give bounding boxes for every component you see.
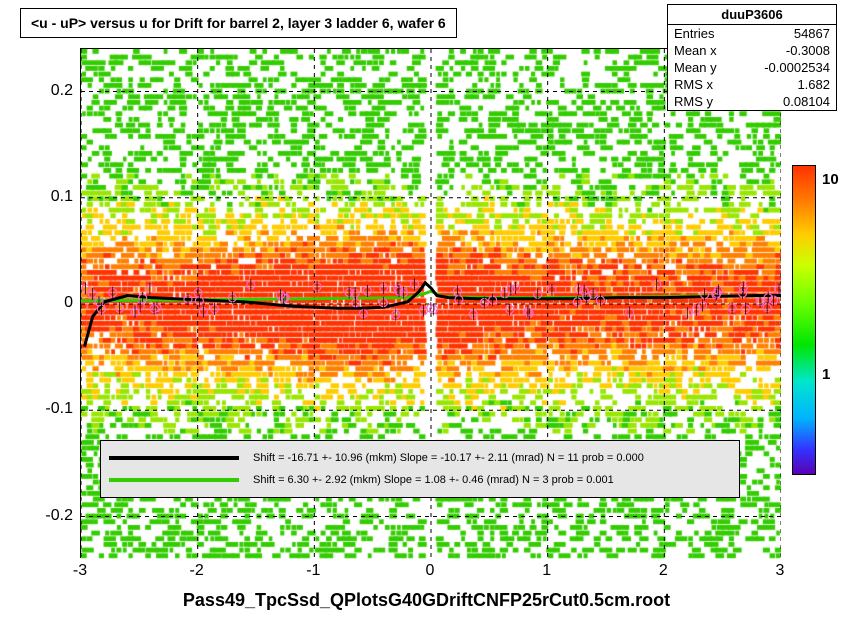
colorbar-tick-label: 1: [822, 366, 830, 383]
legend-swatch: [109, 456, 239, 460]
legend-row: Shift = 6.30 +- 2.92 (mkm) Slope = 1.08 …: [109, 469, 731, 491]
legend-text: Shift = -16.71 +- 10.96 (mkm) Slope = -1…: [253, 452, 644, 464]
stat-row: RMS y0.08104: [668, 93, 836, 110]
y-tick-label: 0: [64, 294, 73, 312]
x-tick-label: 1: [542, 562, 551, 580]
stats-title: duuP3606: [668, 5, 836, 25]
stat-row: RMS x1.682: [668, 76, 836, 93]
stat-row: Mean x-0.3008: [668, 42, 836, 59]
y-tick-label: -0.2: [45, 507, 73, 525]
legend-text: Shift = 6.30 +- 2.92 (mkm) Slope = 1.08 …: [253, 474, 614, 486]
stat-row: Entries54867: [668, 25, 836, 42]
x-tick-label: -2: [190, 562, 204, 580]
chart-title: <u - uP> versus u for Drift for barrel 2…: [20, 8, 457, 38]
y-tick-label: 0.1: [51, 188, 73, 206]
x-tick-label: 0: [426, 562, 435, 580]
file-label: Pass49_TpcSsd_QPlotsG40GDriftCNFP25rCut0…: [183, 590, 670, 611]
x-tick-label: -1: [306, 562, 320, 580]
colorbar: [792, 165, 816, 475]
colorbar-tick-label: 10: [822, 171, 839, 188]
legend-box: Shift = -16.71 +- 10.96 (mkm) Slope = -1…: [100, 440, 740, 498]
stat-row: Mean y-0.0002534: [668, 59, 836, 76]
y-tick-label: -0.1: [45, 400, 73, 418]
y-tick-label: 0.2: [51, 82, 73, 100]
x-tick-label: -3: [73, 562, 87, 580]
legend-row: Shift = -16.71 +- 10.96 (mkm) Slope = -1…: [109, 447, 731, 469]
root-figure: <u - uP> versus u for Drift for barrel 2…: [0, 0, 853, 625]
x-tick-label: 3: [776, 562, 785, 580]
legend-swatch: [109, 478, 239, 482]
stats-box: duuP3606 Entries54867Mean x-0.3008Mean y…: [667, 4, 837, 111]
x-tick-label: 2: [659, 562, 668, 580]
